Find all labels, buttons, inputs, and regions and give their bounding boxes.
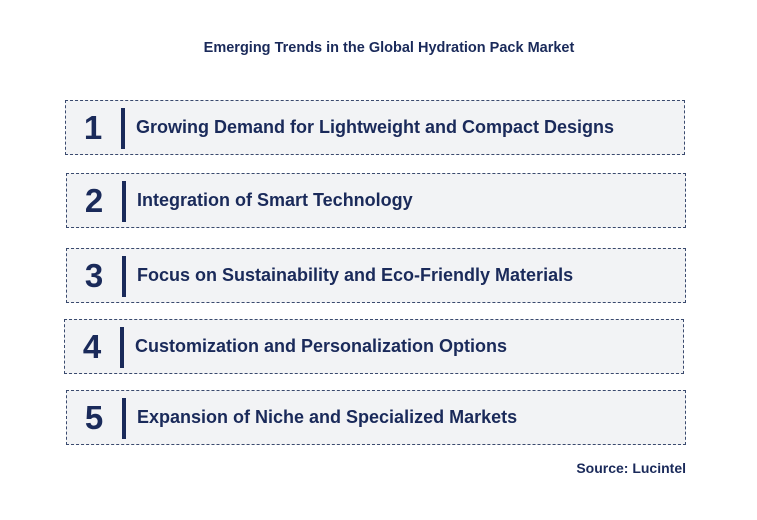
trend-label: Expansion of Niche and Specialized Marke…: [137, 407, 518, 427]
trend-item-4: 4 Customization and Personalization Opti…: [64, 319, 684, 374]
trend-item-3: 3 Focus on Sustainability and Eco-Friend…: [66, 248, 686, 303]
page-title: Emerging Trends in the Global Hydration …: [203, 40, 575, 56]
divider-bar: [120, 327, 124, 368]
trend-label: Customization and Personalization Option…: [135, 336, 508, 356]
trend-number: 5: [84, 398, 104, 436]
divider-bar: [122, 181, 126, 222]
trend-item-2: 2 Integration of Smart Technology: [66, 173, 686, 228]
trend-number: 3: [84, 256, 104, 294]
trend-item-5: 5 Expansion of Niche and Specialized Mar…: [66, 390, 686, 445]
trend-label: Focus on Sustainability and Eco-Friendly…: [137, 265, 574, 285]
divider-bar: [122, 398, 126, 439]
trend-number: 1: [83, 108, 103, 146]
trend-item-1: 1 Growing Demand for Lightweight and Com…: [65, 100, 685, 155]
divider-bar: [121, 108, 125, 149]
trend-number: 2: [84, 181, 104, 219]
source-label: Source: Lucintel: [576, 460, 686, 476]
trend-label: Growing Demand for Lightweight and Compa…: [136, 117, 615, 137]
divider-bar: [122, 256, 126, 297]
trend-label: Integration of Smart Technology: [137, 190, 413, 210]
trend-number: 4: [82, 327, 102, 365]
